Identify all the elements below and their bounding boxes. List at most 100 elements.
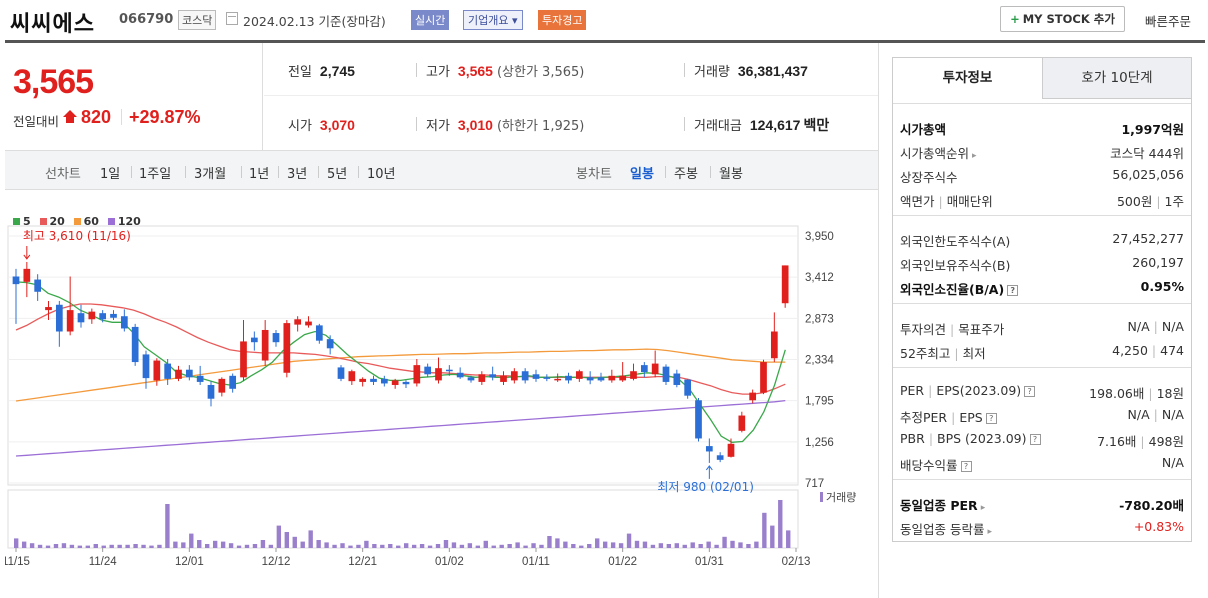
volume-bar — [37, 544, 43, 548]
period-5y[interactable]: 5년 — [327, 167, 348, 182]
info-label-text: 추정PER — [900, 410, 948, 425]
arrow-right-icon: ▸ — [972, 151, 977, 161]
legend-swatch — [39, 218, 47, 225]
market-badge: 코스닥 — [178, 10, 217, 30]
period-3y[interactable]: 3년 — [287, 167, 308, 182]
period-1w[interactable]: 1주일 — [139, 167, 172, 182]
volume-bar — [610, 542, 616, 548]
candle-body — [510, 371, 518, 381]
period-1d[interactable]: 1일 — [100, 167, 121, 182]
upper-limit: (상한가 3,565) — [496, 65, 585, 80]
label-separator: | — [928, 431, 934, 446]
y-tick-label: 1,256 — [805, 437, 834, 449]
candle-body — [478, 374, 486, 382]
investment-info-panel: 투자정보 호가 10단계 시가총액 1,997억원 시가총액순위 ▸ 코스닥 444위 상… — [892, 57, 1192, 542]
info-label: 외국인보유주식수(B) — [900, 255, 1010, 274]
info-value: 260,197 — [1132, 255, 1184, 270]
volume-bar — [698, 544, 703, 548]
x-tick-label: 01/11 — [522, 556, 550, 568]
y-tick-label: 717 — [805, 478, 824, 490]
price-chart[interactable]: 5 20 60 120 3,950 3,412 2,873 2,334 1,795 1,2… — [5, 191, 878, 598]
investment-warning-badge[interactable]: 투자경고 — [538, 10, 587, 30]
info-label-text: PER — [900, 383, 925, 398]
candle-monthly[interactable]: 월봉 — [719, 167, 743, 182]
info-separator — [893, 303, 1191, 304]
candle-body — [781, 265, 789, 304]
add-mystock-button[interactable]: + MY STOCK 추가 — [1000, 6, 1125, 32]
info-row: 투자의견 | 목표주가 N/A | N/A — [893, 315, 1191, 339]
info-label[interactable]: 시가총액순위 ▸ — [900, 143, 977, 162]
volume-bar — [722, 536, 727, 548]
volume-bar — [181, 542, 186, 548]
info-label[interactable]: 동일업종 등락률 ▸ — [900, 519, 992, 538]
candle-body — [207, 384, 215, 399]
value-separator: | — [1148, 386, 1153, 401]
help-icon[interactable]: ? — [1029, 434, 1041, 445]
quote-high-value: 3,565 — [457, 63, 493, 79]
period-divider — [278, 166, 279, 178]
info-value-text: 500원 — [1116, 194, 1153, 209]
volume-legend-swatch — [820, 492, 823, 502]
info-row: 액면가 | 매매단위 500원 | 1주 — [893, 187, 1191, 211]
candle-body — [88, 311, 96, 320]
period-10y[interactable]: 10년 — [367, 167, 396, 182]
candle-body — [575, 371, 583, 379]
quote-volume-label: 거래량 — [694, 65, 730, 80]
ma-legend: 5 20 60 120 — [13, 215, 146, 228]
period-3m[interactable]: 3개월 — [194, 167, 227, 182]
candle-body — [413, 365, 421, 384]
info-label[interactable]: 추정PER | EPS? — [900, 407, 997, 426]
quote-prev: 전일 2,745 — [288, 61, 355, 80]
help-icon[interactable]: ? — [1024, 386, 1036, 397]
period-divider — [710, 166, 711, 178]
info-label[interactable]: 동일업종 PER ▸ — [900, 495, 985, 514]
candle-body — [229, 375, 237, 389]
quote-open-value: 3,070 — [319, 117, 355, 133]
info-value: 500원 | 1주 — [1117, 191, 1184, 210]
info-value: 4,250 | 474 — [1112, 343, 1184, 358]
volume-bar — [579, 545, 584, 548]
info-label[interactable]: PER | EPS(2023.09)? — [900, 383, 1036, 398]
candle-body — [500, 375, 507, 382]
candle-body — [640, 365, 648, 372]
period-1y[interactable]: 1년 — [249, 167, 270, 182]
info-value-text: 474 — [1160, 343, 1184, 358]
x-tick-label: 01/22 — [608, 556, 637, 568]
ma5-line — [15, 281, 786, 443]
candle-body — [391, 380, 399, 385]
legend-ma5: 5 — [13, 215, 31, 228]
value-separator: | — [1153, 407, 1158, 422]
info-label-text: 상장주식수 — [900, 170, 958, 185]
candle-weekly[interactable]: 주봉 — [674, 167, 698, 182]
info-label[interactable]: 배당수익률? — [900, 455, 972, 474]
quick-order-link[interactable]: 빠른주문 — [1145, 14, 1192, 29]
info-label-text: 시가총액순위 — [900, 146, 970, 161]
info-label[interactable]: 외국인소진율(B/A)? — [900, 279, 1019, 298]
candle-body — [305, 321, 312, 326]
candle-chart-label: 봉차트 — [576, 167, 612, 182]
info-label: 투자의견 | 목표주가 — [900, 319, 1004, 338]
candle-body — [12, 276, 20, 285]
quote-high: 고가 3,565 (상한가 3,565) — [426, 61, 584, 80]
help-icon[interactable]: ? — [1007, 285, 1019, 296]
info-label[interactable]: PBR | BPS (2023.09)? — [900, 431, 1041, 446]
volume-bar — [690, 542, 695, 548]
tab-investment-info[interactable]: 투자정보 — [893, 58, 1042, 99]
help-icon[interactable]: ? — [960, 461, 972, 472]
company-info-dropdown[interactable]: 기업개요 ▾ — [463, 10, 523, 30]
info-value-text: N/A — [1161, 455, 1184, 470]
current-price: 3,565 — [13, 63, 94, 101]
quote-prev-value: 2,745 — [319, 63, 355, 79]
volume-bar — [29, 543, 35, 548]
stock-header: 씨씨에스 066790 코스닥 2024.02.13 기준(장마감) 실시간 기… — [0, 0, 1208, 40]
volume-bar — [738, 542, 743, 548]
min-price-annotation: 최저 980 (02/01) — [657, 480, 754, 494]
quote-amount: 거래대금 124,617 백만 — [694, 115, 829, 135]
candle-body — [489, 374, 497, 378]
chart-canvas[interactable]: 3,950 3,412 2,873 2,334 1,795 1,256 717 최고 3,61… — [5, 191, 878, 598]
help-icon[interactable]: ? — [985, 413, 997, 424]
candle-daily[interactable]: 일봉 — [630, 167, 654, 182]
realtime-button[interactable]: 실시간 — [411, 10, 450, 30]
tab-order-book[interactable]: 호가 10단계 — [1042, 58, 1191, 99]
info-value: +0.83% — [1134, 519, 1184, 534]
